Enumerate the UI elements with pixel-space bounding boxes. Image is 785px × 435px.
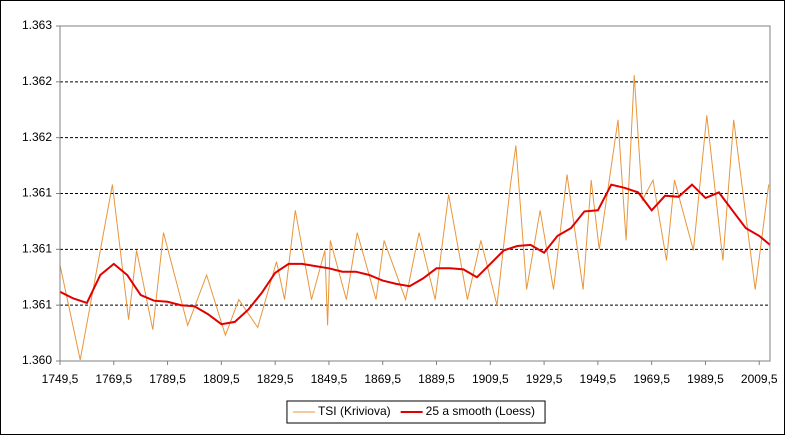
x-tick-label: 1869,5 (364, 372, 401, 386)
legend: TSI (Kriviova) 25 a smooth (Loess) (286, 400, 546, 424)
y-tick-label: 1.363 (22, 18, 52, 32)
x-tick-label: 1989,5 (687, 372, 724, 386)
x-tick-label: 1849,5 (311, 372, 348, 386)
y-tick-label: 1.362 (22, 130, 52, 144)
y-tick-label: 1.360 (22, 353, 52, 367)
x-tick-label: 1889,5 (418, 372, 455, 386)
series-line (59, 75, 770, 361)
x-tick-label: 1769,5 (95, 372, 132, 386)
x-tick-label: 1949,5 (580, 372, 617, 386)
y-tick-label: 1.361 (22, 297, 52, 311)
legend-label: TSI (Kriviova) (318, 404, 391, 418)
y-tick-label: 1.361 (22, 186, 52, 200)
y-tick-label: 1.362 (22, 74, 52, 88)
y-tick-label: 1.361 (22, 242, 52, 256)
x-tick-label: 1929,5 (526, 372, 563, 386)
plot-border (59, 25, 771, 362)
series-line (59, 183, 771, 326)
x-tick-label: 1749,5 (42, 372, 79, 386)
x-tick-label: 1829,5 (257, 372, 294, 386)
x-tick-label: 1789,5 (149, 372, 186, 386)
x-tick-label: 1969,5 (633, 372, 670, 386)
x-tick-label: 1909,5 (472, 372, 509, 386)
legend-label: 25 a smooth (Loess) (426, 404, 535, 418)
x-tick-label: 1809,5 (203, 372, 240, 386)
x-tick-label: 2009,5 (741, 372, 778, 386)
